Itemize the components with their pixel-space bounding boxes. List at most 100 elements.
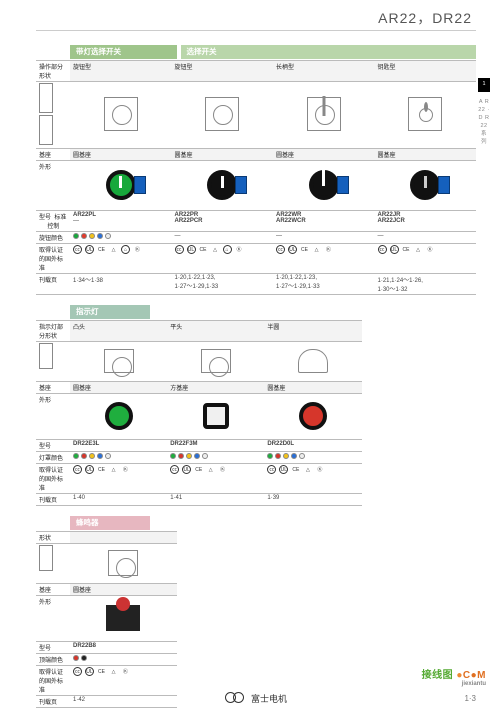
label-text: 型号 bbox=[39, 215, 51, 221]
model-code: AR22WCR bbox=[276, 218, 306, 224]
cell: 圆基座 bbox=[70, 149, 172, 161]
knob-color-key: — bbox=[375, 232, 477, 244]
color-dot bbox=[81, 453, 87, 459]
model-lever: AR22WR AR22WCR bbox=[273, 211, 375, 232]
cert-kc-icon: Ⓚ bbox=[235, 245, 244, 254]
header-rule bbox=[36, 30, 476, 31]
cert-ce-icon: CE bbox=[97, 465, 106, 474]
row-label: 形状 bbox=[36, 532, 70, 544]
lineart-convex bbox=[70, 342, 167, 382]
row-label-page: 刊载页 bbox=[36, 274, 70, 295]
lamp-color bbox=[167, 452, 264, 464]
col-type-lever: 长柄型 bbox=[273, 61, 375, 82]
cert-tuv-icon: △ bbox=[109, 245, 118, 254]
cell: 圆基座 bbox=[70, 584, 177, 596]
color-dot bbox=[299, 453, 305, 459]
cert-ce-icon: CE bbox=[199, 245, 208, 254]
col-type-key: 钥匙型 bbox=[375, 61, 477, 82]
cert-ccc-icon: ㏄ bbox=[73, 667, 82, 676]
knob-color-lever: — bbox=[273, 232, 375, 244]
model: DR22F3M bbox=[167, 440, 264, 452]
top-color bbox=[70, 654, 177, 666]
lineart-lever bbox=[273, 82, 375, 149]
row-label: 基座 bbox=[36, 382, 70, 394]
color-dot bbox=[186, 453, 192, 459]
col-type: 平头 bbox=[167, 321, 264, 342]
indicator-header-row: 指示灯 bbox=[36, 305, 476, 319]
lamp-color bbox=[70, 452, 167, 464]
photo-flat bbox=[167, 394, 264, 440]
label-text: 标准 bbox=[54, 215, 66, 221]
page-key: 1·21,1·24～1·26, 1·30～1·32 bbox=[375, 274, 477, 295]
cert-tuv-icon: △ bbox=[109, 465, 118, 474]
row-label: 外形 bbox=[36, 596, 70, 642]
cert-ul-icon: UL bbox=[288, 245, 297, 254]
certs: ㏄ULCE△Ⓚ bbox=[167, 464, 264, 494]
color-dot bbox=[89, 453, 95, 459]
page-title: AR22，DR22 bbox=[36, 8, 476, 28]
color-dot bbox=[267, 453, 273, 459]
model-rotary-lamp: AR22PL — bbox=[70, 211, 172, 232]
series-side-label: A R 22 · D R 22 系 列 bbox=[478, 98, 490, 146]
selector-header-row: 带灯选择开关 选择开关 bbox=[36, 45, 476, 59]
photo-convex bbox=[70, 394, 167, 440]
cell: 方基座 bbox=[167, 382, 264, 394]
row-label-appearance: 外形 bbox=[36, 161, 70, 211]
cert-tuv-icon: △ bbox=[303, 465, 312, 474]
cert-kc-icon: Ⓚ bbox=[121, 465, 130, 474]
photo-dome bbox=[264, 394, 361, 440]
color-dot bbox=[283, 453, 289, 459]
col-type-rotary: 旋钮型 bbox=[172, 61, 274, 82]
knob-color-rotary-lamp bbox=[70, 232, 172, 244]
cert-tuv-icon: △ bbox=[312, 245, 321, 254]
model-rotary: AR22PR AR22PCR bbox=[172, 211, 274, 232]
cert-ccc-icon: ㏄ bbox=[276, 245, 285, 254]
color-dot bbox=[73, 655, 79, 661]
cell bbox=[70, 532, 177, 544]
row-icon bbox=[36, 544, 70, 584]
color-dot bbox=[202, 453, 208, 459]
page-lever: 1·20,1·22,1·23, 1·27～1·29,1·33 bbox=[273, 274, 375, 295]
row-icon bbox=[36, 342, 70, 382]
color-dot bbox=[73, 233, 79, 239]
color-dot bbox=[97, 233, 103, 239]
cert-ul-icon: UL bbox=[390, 245, 399, 254]
color-dot bbox=[170, 453, 176, 459]
cert-ul-icon: UL bbox=[279, 465, 288, 474]
catalog-page: AR22，DR22 1 A R 22 · D R 22 系 列 带灯选择开关 选… bbox=[0, 0, 500, 716]
row-label: 刊载页 bbox=[36, 494, 70, 506]
col-type: 凸头 bbox=[70, 321, 167, 342]
cert-tuv-icon: △ bbox=[211, 245, 220, 254]
certs-lever: ㏄ULCE△Ⓚ bbox=[273, 244, 375, 274]
color-dot bbox=[105, 453, 111, 459]
page-number: 1·3 bbox=[464, 694, 476, 703]
cert-tuv-icon: △ bbox=[206, 465, 215, 474]
section-title-selector: 选择开关 bbox=[181, 45, 477, 59]
page-rotary: 1·20,1·22,1·23, 1·27～1·29,1·33 bbox=[172, 274, 274, 295]
model-code: AR22JCR bbox=[378, 218, 405, 224]
photo-buzzer bbox=[70, 596, 177, 642]
color-dot bbox=[73, 453, 79, 459]
cert-ce-icon: CE bbox=[97, 667, 106, 676]
row-label-knob-color: 旋钮颜色 bbox=[36, 232, 70, 244]
certs-rotary: ㏄ULCE△⌂Ⓚ bbox=[172, 244, 274, 274]
model-code: DR22D0L bbox=[267, 441, 294, 447]
section-title-indicator: 指示灯 bbox=[70, 305, 150, 319]
lineart-flat bbox=[167, 342, 264, 382]
photo-lever bbox=[273, 161, 375, 211]
color-dot bbox=[105, 233, 111, 239]
model-key: AR22JR AR22JCR bbox=[375, 211, 477, 232]
row-label-model: 型号 标准 控制 bbox=[36, 211, 70, 232]
model-code: DR22E3L bbox=[73, 441, 99, 447]
label-text: 控制 bbox=[47, 224, 59, 230]
photo-key bbox=[375, 161, 477, 211]
row-label: 基座 bbox=[36, 584, 70, 596]
knob-color-rotary: — bbox=[172, 232, 274, 244]
cert-lr-icon: ⌂ bbox=[121, 245, 130, 254]
watermark-domain: jiexiantu bbox=[422, 681, 486, 687]
cert-ul-icon: UL bbox=[85, 465, 94, 474]
page-ref: 1·41 bbox=[167, 494, 264, 506]
row-label: 顶端颜色 bbox=[36, 654, 70, 666]
cert-ce-icon: CE bbox=[97, 245, 106, 254]
section-title-selector-lamp: 带灯选择开关 bbox=[70, 45, 177, 59]
